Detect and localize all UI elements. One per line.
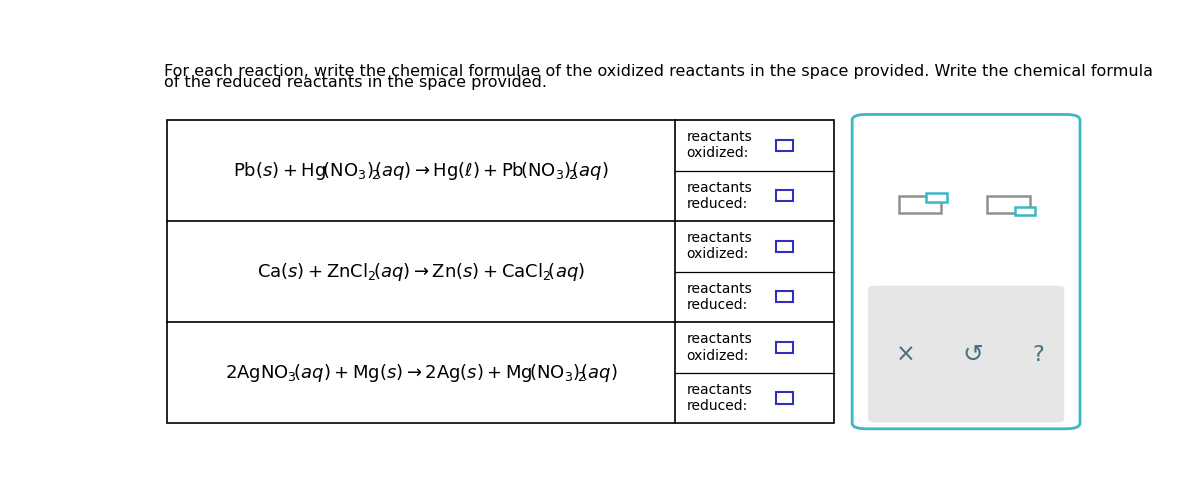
Text: reactants
reduced:: reactants reduced:	[686, 282, 752, 312]
Text: ↺: ↺	[962, 343, 984, 367]
Text: reactants
oxidized:: reactants oxidized:	[686, 332, 752, 363]
Bar	[776, 241, 793, 252]
Text: reactants
oxidized:: reactants oxidized:	[686, 231, 752, 261]
Bar	[776, 392, 793, 403]
Bar	[776, 291, 793, 302]
Text: of the reduced reactants in the space provided.: of the reduced reactants in the space pr…	[164, 75, 547, 90]
Bar	[776, 139, 793, 151]
Bar	[926, 193, 947, 202]
Bar	[899, 196, 942, 213]
Bar	[776, 190, 793, 202]
Text: reactants
reduced:: reactants reduced:	[686, 383, 752, 413]
Bar	[1015, 207, 1036, 215]
Text: $\mathrm{Pb}(s) + \mathrm{Hg}\!\left(\mathrm{NO}_3\right)_{\!2}\!\!\left(aq\righ: $\mathrm{Pb}(s) + \mathrm{Hg}\!\left(\ma…	[233, 159, 608, 182]
Text: $\mathrm{Ca}(s) + \mathrm{ZnCl}_2\!\left(aq\right) \rightarrow \mathrm{Zn}(s) + : $\mathrm{Ca}(s) + \mathrm{ZnCl}_2\!\left…	[257, 260, 586, 283]
Text: For each reaction, write the chemical formulae of the oxidized reactants in the : For each reaction, write the chemical fo…	[164, 64, 1153, 79]
Bar	[167, 120, 834, 423]
Text: ?: ?	[1032, 345, 1044, 365]
Text: $\mathrm{2AgNO}_3\!\left(aq\right) + \mathrm{Mg}(s) \rightarrow \mathrm{2Ag}(s) : $\mathrm{2AgNO}_3\!\left(aq\right) + \ma…	[224, 362, 617, 383]
FancyBboxPatch shape	[868, 286, 1064, 422]
Bar	[986, 196, 1030, 213]
Text: ×: ×	[895, 343, 916, 367]
FancyBboxPatch shape	[852, 115, 1080, 429]
Text: reactants
reduced:: reactants reduced:	[686, 181, 752, 211]
Text: reactants
oxidized:: reactants oxidized:	[686, 130, 752, 160]
Bar	[776, 342, 793, 353]
